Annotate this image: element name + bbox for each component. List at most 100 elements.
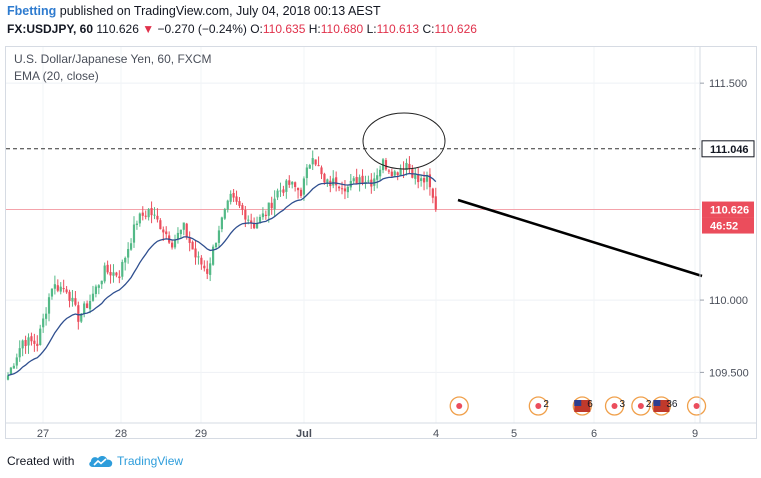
candle-body — [27, 337, 30, 346]
candle-body — [393, 171, 396, 176]
candle-body — [88, 301, 92, 310]
event-dot — [535, 403, 542, 409]
event-count: 36 — [666, 399, 678, 410]
candle-body — [132, 224, 136, 243]
candle-body — [127, 249, 130, 258]
candle-body — [74, 298, 77, 305]
current-price-tag-bg — [702, 201, 754, 218]
candle-body — [367, 180, 370, 182]
created-with-label: Created with — [7, 454, 75, 468]
tradingview-cloud-icon — [89, 455, 113, 467]
candle-body — [147, 209, 150, 218]
candle-body — [103, 265, 106, 282]
candle-body — [212, 246, 215, 265]
candle-body — [144, 215, 147, 217]
candle-body — [165, 231, 168, 235]
high-value: 110.680 — [320, 22, 364, 36]
candle-body — [264, 214, 267, 217]
x-tick-label: 5 — [511, 428, 517, 440]
open-value: 110.635 — [262, 22, 306, 36]
candle-body — [247, 219, 250, 221]
candle-body — [379, 169, 382, 177]
candle-body — [244, 209, 247, 220]
candle-body — [36, 343, 39, 346]
event-count: 2 — [543, 399, 549, 410]
candle-body — [21, 340, 24, 349]
x-tick-label: 29 — [195, 428, 207, 440]
price-change: −0.270 (−0.24%) — [157, 22, 247, 36]
event-count: 3 — [620, 399, 626, 410]
event-dot — [693, 403, 700, 409]
candle-body — [241, 205, 244, 210]
chart-header: Fbetting published on TradingView.com, J… — [0, 0, 761, 44]
candle-body — [253, 223, 256, 229]
us-flag-canton — [574, 400, 582, 406]
event-markers: 2 6 3 2 36 — [449, 396, 707, 416]
candle-body — [50, 288, 54, 297]
candle-body — [425, 175, 429, 182]
publisher-username[interactable]: Fbetting — [7, 4, 57, 18]
candle-body — [320, 167, 323, 175]
candle-body — [226, 200, 229, 210]
resistance-price-tag-border — [701, 140, 755, 158]
countdown-tag: 46:52 — [710, 221, 738, 233]
candle-body — [159, 220, 162, 230]
candle-body — [384, 160, 388, 170]
candle-body — [182, 222, 185, 230]
candle-body — [153, 214, 156, 216]
candle-body — [170, 242, 174, 248]
candle-body — [422, 178, 426, 183]
down-arrow-icon: ▼ — [142, 22, 155, 36]
candle-body — [47, 297, 51, 314]
candle-body — [317, 165, 320, 167]
candle-body — [376, 175, 379, 180]
candle-body — [261, 213, 265, 218]
candle-body — [305, 167, 308, 179]
candle-body — [352, 178, 355, 182]
candle-body — [129, 243, 133, 250]
candle-body — [294, 182, 297, 187]
candle-body — [232, 192, 235, 198]
x-tick-label: 28 — [115, 428, 127, 440]
candle-body — [59, 286, 62, 292]
candle-body — [30, 336, 33, 342]
candle-body — [185, 223, 188, 238]
candle-body — [173, 239, 177, 248]
candle-body — [124, 257, 127, 263]
candle-body — [361, 175, 364, 184]
event-dot — [637, 403, 644, 409]
candle-body — [255, 223, 259, 229]
candle-body — [94, 286, 97, 294]
candle-body — [118, 276, 121, 279]
candle-body — [291, 181, 294, 185]
candle-body — [138, 213, 141, 224]
annotation-circle — [362, 112, 446, 170]
candle-body — [203, 265, 206, 269]
close-label: C: — [422, 22, 435, 36]
candle-body — [323, 173, 326, 183]
chart-frame — [5, 46, 757, 439]
candle-body — [387, 170, 390, 172]
candle-body — [39, 328, 42, 346]
drawings — [362, 112, 703, 278]
candle-body — [65, 289, 68, 293]
symbol-interval: FX:USDJPY, 60 — [7, 22, 94, 36]
event-dot — [456, 403, 463, 409]
tradingview-brand[interactable]: TradingView — [117, 454, 184, 468]
y-tick-label: 109.500 — [709, 367, 749, 379]
candle-body — [191, 241, 194, 250]
candle-body — [373, 178, 376, 186]
candle-body — [408, 163, 411, 169]
candle-body — [200, 257, 203, 265]
close-value: 110.626 — [434, 22, 477, 36]
candle-body — [214, 242, 218, 248]
last-price: 110.626 — [96, 22, 139, 36]
candle-body — [296, 187, 300, 191]
candle-body — [279, 190, 282, 192]
candle-body — [217, 230, 221, 243]
candle-body — [314, 159, 317, 165]
candle-body — [115, 272, 118, 276]
candle-body — [223, 209, 226, 219]
projection-trendline — [457, 198, 703, 278]
